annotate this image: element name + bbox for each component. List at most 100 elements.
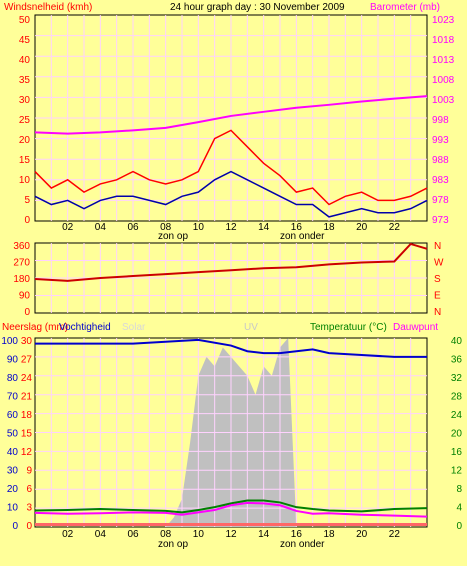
rain-tick-label: 24 bbox=[21, 373, 33, 384]
direction-compass-label: S bbox=[434, 274, 441, 285]
humidity-tick-label: 100 bbox=[1, 336, 18, 347]
temperature-tick-label: 36 bbox=[451, 355, 463, 366]
wind-direction-degree-ticks: 360 270 180 90 0 bbox=[13, 241, 30, 318]
rain-tick-label: 0 bbox=[26, 521, 32, 532]
wind-speed-tick-label: 40 bbox=[19, 55, 31, 66]
humidity-panel-grid bbox=[35, 338, 427, 527]
x-tick-label: 22 bbox=[389, 529, 401, 540]
barometer-tick-label: 973 bbox=[432, 215, 449, 226]
direction-degree-label: 90 bbox=[19, 291, 31, 302]
dewpoint-axis-label: Dauwpunt bbox=[393, 322, 438, 333]
barometer-tick-label: 998 bbox=[432, 115, 449, 126]
barometer-tick-label: 1008 bbox=[432, 75, 455, 86]
x-tick-label: 18 bbox=[323, 529, 335, 540]
wind-speed-tick-label: 30 bbox=[19, 95, 31, 106]
humidity-tick-label: 20 bbox=[7, 484, 19, 495]
uv-axis-label: UV bbox=[244, 322, 258, 333]
x-tick-label: 06 bbox=[127, 529, 139, 540]
rain-tick-label: 18 bbox=[21, 410, 33, 421]
barometer-ticks: 1023 1018 1013 1008 1003 998 993 988 983 978 973 bbox=[432, 15, 455, 226]
dewpoint-line bbox=[34, 501, 428, 518]
humidity-tick-label: 30 bbox=[7, 466, 19, 477]
humidity-tick-label: 40 bbox=[7, 447, 19, 458]
wind-speed-tick-label: 45 bbox=[19, 35, 31, 46]
temperature-tick-label: 40 bbox=[451, 336, 463, 347]
temperature-line bbox=[34, 499, 428, 514]
rain-tick-label: 9 bbox=[26, 466, 32, 477]
barometer-tick-label: 1003 bbox=[432, 95, 455, 106]
x-tick-label: 10 bbox=[193, 222, 205, 233]
humidity-tick-label: 70 bbox=[7, 392, 19, 403]
x-tick-label: 20 bbox=[356, 222, 368, 233]
x-tick-label: 12 bbox=[225, 529, 237, 540]
barometer-tick-label: 1018 bbox=[432, 35, 455, 46]
graph-title: 24 hour graph day : 30 November 2009 bbox=[170, 2, 345, 13]
rain-tick-label: 30 bbox=[21, 336, 33, 347]
direction-compass-label: E bbox=[434, 291, 441, 302]
x-tick-label: 10 bbox=[193, 529, 205, 540]
direction-compass-label: N bbox=[434, 241, 441, 252]
x-tick-label: 16 bbox=[291, 529, 303, 540]
sunset-label-bottom: zon onder bbox=[280, 539, 325, 550]
x-tick-label: 18 bbox=[323, 222, 335, 233]
humidity-tick-label: 60 bbox=[7, 410, 19, 421]
wind-panel-x-ticks: 02 04 06 08 10 12 14 16 18 20 22 bbox=[62, 222, 400, 233]
temperature-tick-label: 32 bbox=[451, 373, 463, 384]
x-tick-label: 08 bbox=[160, 222, 172, 233]
x-tick-label: 04 bbox=[95, 529, 107, 540]
wind-gust-line bbox=[34, 129, 428, 206]
solar-axis-label: Solar bbox=[122, 322, 146, 333]
rain-tick-label: 3 bbox=[26, 503, 32, 514]
x-tick-label: 14 bbox=[258, 222, 270, 233]
x-tick-label: 02 bbox=[62, 529, 74, 540]
sunrise-label: zon op bbox=[158, 231, 188, 242]
rain-tick-label: 12 bbox=[21, 447, 33, 458]
humidity-line bbox=[35, 338, 427, 358]
direction-degree-label: 0 bbox=[24, 307, 30, 318]
direction-degree-label: 180 bbox=[13, 274, 30, 285]
rain-tick-label: 6 bbox=[26, 484, 32, 495]
barometer-tick-label: 1023 bbox=[432, 15, 455, 26]
wind-speed-tick-label: 10 bbox=[19, 175, 31, 186]
rain-axis-label: Neerslag (mm) bbox=[2, 322, 68, 333]
temperature-axis-label: Temperatuur (°C) bbox=[310, 322, 387, 333]
temperature-tick-label: 28 bbox=[451, 392, 463, 403]
direction-degree-label: 270 bbox=[13, 258, 30, 269]
x-tick-label: 08 bbox=[160, 529, 172, 540]
direction-degree-label: 360 bbox=[13, 241, 30, 252]
humidity-tick-label: 10 bbox=[7, 503, 19, 514]
temperature-tick-label: 0 bbox=[456, 521, 462, 532]
wind-direction-grid bbox=[35, 243, 427, 313]
direction-compass-label: W bbox=[434, 258, 444, 269]
humidity-tick-label: 90 bbox=[7, 355, 19, 366]
wind-speed-tick-label: 15 bbox=[19, 155, 31, 166]
humidity-panel-series bbox=[34, 338, 428, 526]
x-tick-label: 16 bbox=[291, 222, 303, 233]
barometer-tick-label: 1013 bbox=[432, 55, 455, 66]
temperature-tick-label: 20 bbox=[451, 429, 463, 440]
rain-bar bbox=[35, 523, 427, 526]
wind-speed-tick-label: 35 bbox=[19, 75, 31, 86]
rain-tick-label: 15 bbox=[21, 429, 33, 440]
barometer-tick-label: 988 bbox=[432, 155, 449, 166]
sunrise-label-bottom: zon op bbox=[158, 539, 188, 550]
temperature-tick-label: 16 bbox=[451, 447, 463, 458]
wind-speed-tick-label: 25 bbox=[19, 115, 31, 126]
barometer-tick-label: 983 bbox=[432, 175, 449, 186]
wind-speed-tick-label: 0 bbox=[24, 215, 30, 226]
wind-speed-tick-label: 50 bbox=[19, 15, 31, 26]
temperature-tick-label: 24 bbox=[451, 410, 463, 421]
rain-tick-label: 21 bbox=[21, 392, 33, 403]
wind-speed-tick-label: 5 bbox=[24, 195, 30, 206]
x-tick-label: 20 bbox=[356, 529, 368, 540]
wind-speed-line bbox=[34, 170, 428, 218]
barometer-tick-label: 978 bbox=[432, 195, 449, 206]
wind-speed-tick-label: 20 bbox=[19, 135, 31, 146]
